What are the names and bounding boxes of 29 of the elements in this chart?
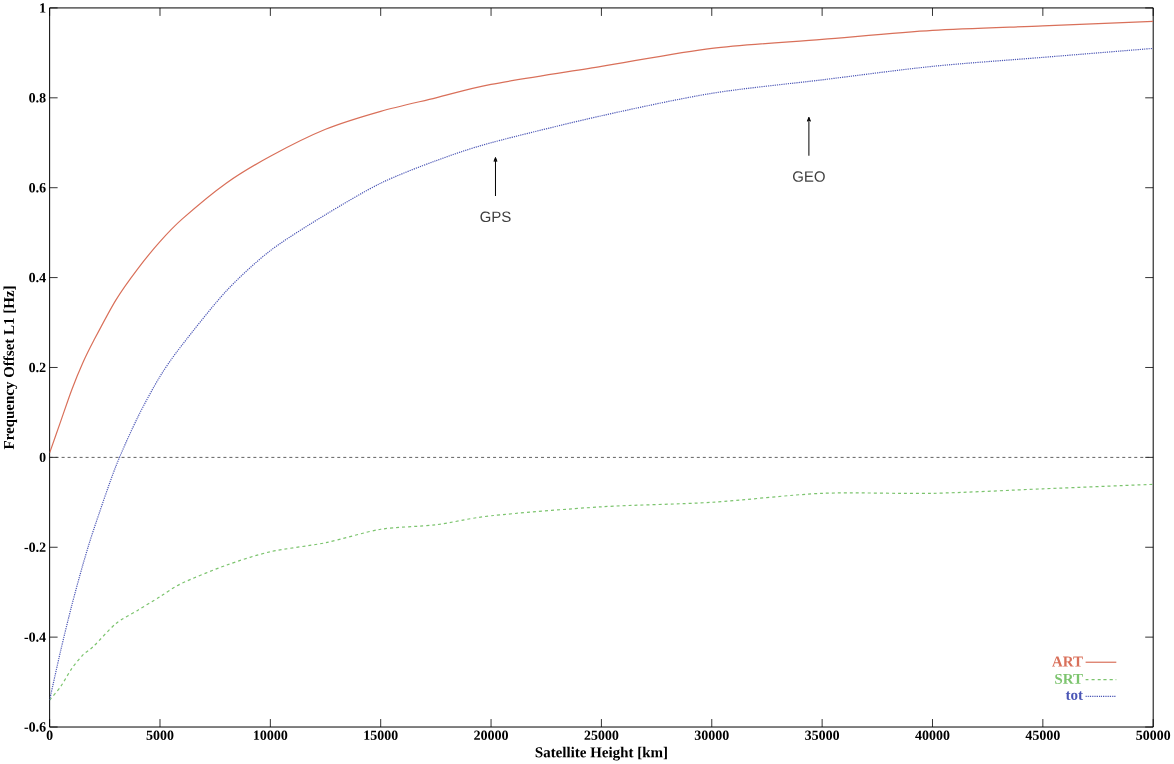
y-tick-label: 1: [40, 3, 46, 13]
legend-label: ART: [1052, 656, 1083, 667]
legend-label: SRT: [1055, 673, 1083, 685]
x-tick-label: 5000: [146, 730, 174, 741]
x-tick-label: 50000: [1136, 730, 1171, 741]
x-tick-label: 10000: [253, 730, 288, 741]
legend-label: tot: [1065, 691, 1083, 700]
y-tick-label: 0.2: [29, 362, 46, 373]
y-tick-label: 0.4: [29, 272, 46, 283]
y-tick-label: -0.6: [24, 722, 46, 732]
annotation: GEO: [793, 171, 825, 182]
y-tick-label: -0.4: [24, 632, 46, 642]
x-tick-label: 0: [46, 730, 53, 741]
line-series: [49, 20, 1154, 454]
x-tick-label: 15000: [364, 730, 398, 741]
x-axis-title: Satellite Height [km]: [535, 746, 667, 761]
x-tick-label: 35000: [805, 730, 840, 741]
x-tick-label: 45000: [1025, 730, 1060, 741]
y-tick-label: 0: [39, 452, 46, 463]
x-tick-label: 40000: [915, 730, 950, 741]
x-tick-label: 30000: [694, 730, 729, 741]
y-tick-label: 0.6: [29, 183, 46, 193]
annotation: GPS: [480, 211, 511, 223]
y-tick-label: 0.8: [29, 93, 46, 103]
line-series: [49, 47, 1154, 701]
x-tick-label: 20000: [474, 730, 508, 741]
y-axis-title: Frequency Offset L1 [Hz]: [3, 286, 18, 450]
y-tick-label: -0.2: [24, 542, 46, 553]
x-tick-label: 25000: [584, 730, 619, 741]
